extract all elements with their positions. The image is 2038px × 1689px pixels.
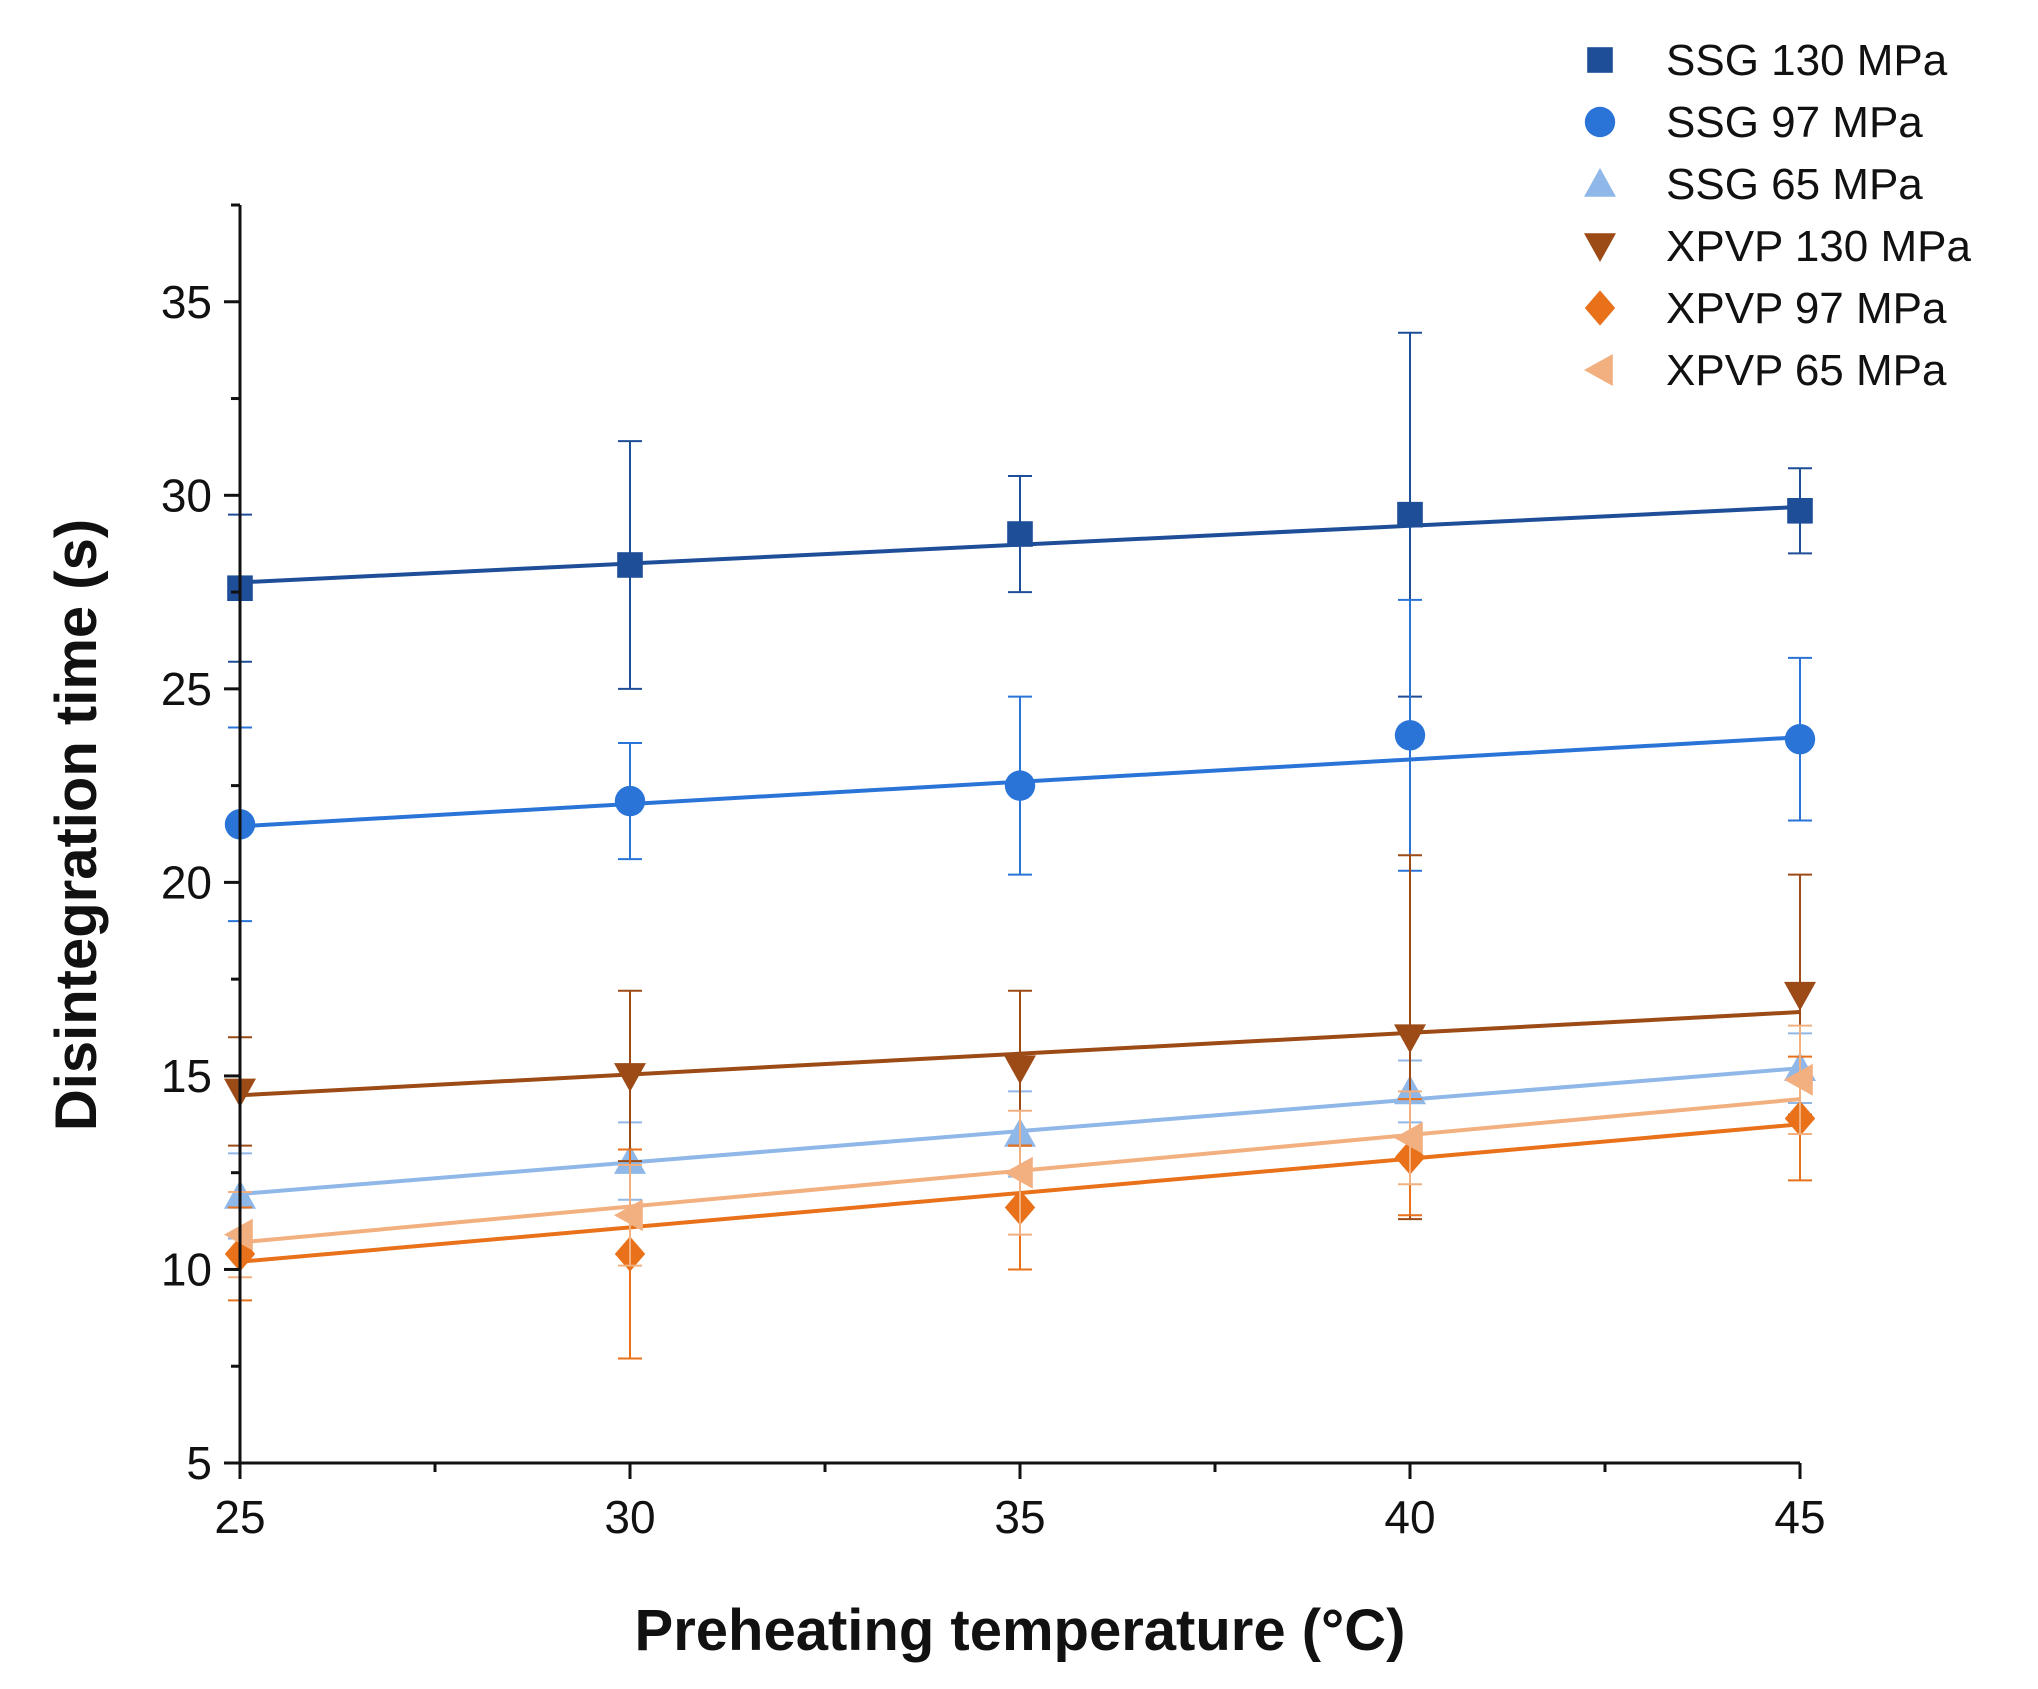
data-point [1004,1055,1036,1085]
legend-marker [1584,290,1616,326]
data-point [1784,981,1816,1011]
y-tick-label: 10 [161,1243,212,1295]
data-point [1784,723,1816,755]
x-tick-label: 35 [994,1491,1045,1543]
data-point [1007,521,1033,547]
legend-marker [1584,168,1616,197]
legend-item: SSG 65 MPa [1584,160,1923,209]
legend-item: XPVP 97 MPa [1584,284,1947,333]
data-point [1394,1121,1423,1154]
data-point [1394,720,1426,751]
legend-label: XPVP 97 MPa [1666,284,1947,333]
y-tick-label: 20 [161,856,212,908]
data-point [1397,501,1423,528]
data-point [614,1199,643,1232]
series-1 [227,331,1813,698]
x-axis-title: Preheating temperature (°C) [635,1598,1406,1663]
legend-marker [1584,106,1616,138]
data-point [614,785,646,817]
legend-label: XPVP 65 MPa [1666,346,1947,395]
legend-item: SSG 130 MPa [1587,36,1948,85]
legend-label: XPVP 130 MPa [1666,222,1971,271]
plot-area [224,331,1816,1360]
x-tick-label: 45 [1774,1491,1825,1543]
x-tick-label: 30 [604,1491,655,1543]
y-tick-label: 35 [161,276,212,328]
legend-marker [1584,233,1616,262]
data-point [1004,1156,1033,1189]
legend-label: SSG 97 MPa [1666,98,1923,147]
legend-label: SSG 65 MPa [1666,160,1923,209]
data-point [224,1218,253,1251]
data-point [1004,770,1036,801]
y-axis-title: Disintegration time (s) [44,519,109,1131]
y-tick-label: 5 [186,1437,212,1489]
data-point [617,552,643,578]
legend: SSG 130 MPa SSG 97 MPa SSG 65 MPa XPVP 130 … [1584,36,1971,395]
legend-item: XPVP 130 MPa [1584,222,1971,271]
x-tick-label: 40 [1384,1491,1435,1543]
data-point [1784,1063,1813,1096]
legend-marker [1584,354,1613,386]
legend-item: XPVP 65 MPa [1584,346,1947,395]
fit-line [239,1010,1801,1098]
y-tick-label: 15 [161,1050,212,1102]
legend-marker [1587,47,1613,73]
axes: 25 30 35 40 45 5 10 15 20 25 30 35 [161,203,1826,1543]
series-2 [224,598,1816,923]
y-tick-label: 30 [161,469,212,521]
y-tick-label: 25 [161,663,212,715]
data-point [1787,497,1813,524]
legend-label: SSG 130 MPa [1666,36,1948,85]
legend-item: SSG 97 MPa [1584,98,1923,147]
data-point [614,1063,646,1092]
x-tick-label: 25 [214,1491,265,1543]
data-point [1394,1024,1426,1054]
